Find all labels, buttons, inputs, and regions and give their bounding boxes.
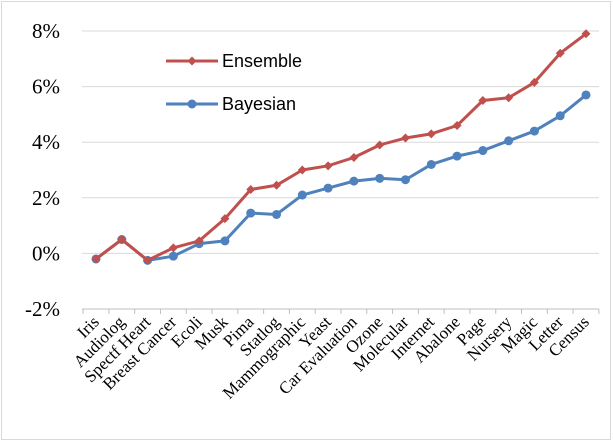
point-bayesian-statlog	[272, 209, 282, 219]
point-ensemble-car-evaluation	[349, 152, 359, 162]
point-bayesian-census	[581, 90, 591, 100]
point-ensemble-magic	[529, 77, 539, 87]
y-tick-labels: -2% 0% 2% 4% 6% 8%	[25, 19, 60, 321]
legend-marker-bayesian	[187, 99, 197, 109]
y-tick-label: 0%	[32, 241, 60, 265]
point-bayesian-abalone	[452, 151, 462, 161]
point-ensemble-abalone	[452, 121, 462, 131]
legend-label-bayesian: Bayesian	[222, 94, 296, 114]
point-ensemble-pima	[246, 184, 256, 194]
point-ensemble-spectf-heart	[143, 255, 153, 265]
legend: Ensemble Bayesian	[166, 51, 302, 114]
point-ensemble-internet	[426, 129, 436, 139]
point-ensemble-nursery	[504, 93, 514, 103]
point-bayesian-nursery	[504, 136, 514, 146]
point-ensemble-ozone	[375, 140, 385, 150]
point-bayesian-breast-cancer	[168, 251, 178, 261]
axes	[82, 308, 600, 314]
point-ensemble-audiolog	[117, 235, 127, 244]
point-bayesian-musk	[220, 236, 230, 246]
point-ensemble-breast-cancer	[168, 243, 178, 253]
series-bayesian	[91, 90, 591, 265]
series	[91, 29, 591, 265]
y-tick-label: 8%	[32, 19, 60, 43]
point-ensemble-mammographic	[297, 165, 307, 175]
grid-lines	[82, 30, 599, 254]
point-ensemble-statlog	[272, 180, 282, 190]
series-ensemble	[91, 29, 591, 265]
point-ensemble-musk	[220, 214, 230, 224]
y-tick-label: -2%	[25, 297, 60, 321]
legend-label-ensemble: Ensemble	[222, 51, 302, 71]
point-bayesian-page	[478, 146, 488, 156]
point-ensemble-letter	[555, 48, 565, 58]
point-ensemble-molecular	[400, 133, 410, 143]
series-line-ensemble	[95, 32, 587, 262]
y-tick-label: 4%	[32, 130, 60, 154]
point-ensemble-page	[478, 96, 488, 105]
legend-item-bayesian: Bayesian	[166, 94, 296, 114]
y-tick-label: 6%	[32, 75, 60, 99]
y-tick-label: 2%	[32, 186, 60, 210]
point-bayesian-yeast	[323, 183, 333, 193]
point-bayesian-car-evaluation	[349, 176, 359, 186]
point-bayesian-internet	[426, 159, 436, 169]
legend-item-ensemble: Ensemble	[166, 51, 302, 71]
point-bayesian-mammographic	[297, 190, 307, 200]
point-bayesian-molecular	[400, 175, 410, 185]
point-bayesian-letter	[555, 111, 565, 121]
point-ensemble-yeast	[323, 161, 333, 171]
point-bayesian-magic	[529, 126, 539, 136]
point-ensemble-census	[581, 29, 591, 39]
point-bayesian-pima	[246, 208, 256, 218]
legend-marker-ensemble	[187, 56, 197, 66]
point-bayesian-ozone	[375, 173, 385, 183]
series-line-bayesian	[95, 93, 587, 262]
point-ensemble-ecoli	[194, 236, 204, 246]
